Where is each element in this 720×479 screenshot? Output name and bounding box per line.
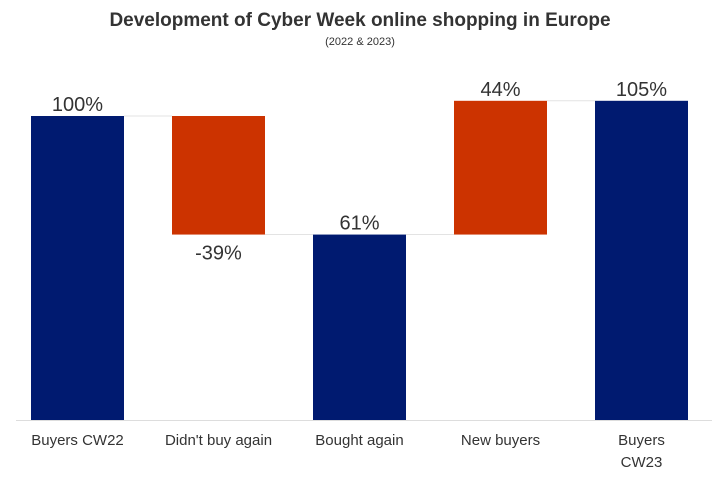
data-label: 61% (339, 213, 379, 235)
chart-subtitle: (2022 & 2023) (325, 36, 395, 48)
category-label: Didn't buy again (165, 432, 272, 449)
bar-3 (454, 100, 547, 235)
category-label: Buyers CW22 (31, 432, 124, 449)
data-label: -39% (195, 243, 242, 265)
bar-0 (31, 116, 124, 420)
data-label: 44% (480, 79, 520, 101)
data-label: 100% (52, 94, 103, 116)
data-label: 105% (616, 79, 667, 101)
bar-4 (595, 100, 688, 421)
category-label: Bought again (315, 432, 403, 449)
category-label: Buyers CW23 (618, 432, 665, 471)
bar-2 (313, 234, 406, 420)
category-label: New buyers (461, 432, 540, 449)
chart-title: Development of Cyber Week online shoppin… (109, 10, 611, 31)
bar-1 (172, 116, 265, 235)
